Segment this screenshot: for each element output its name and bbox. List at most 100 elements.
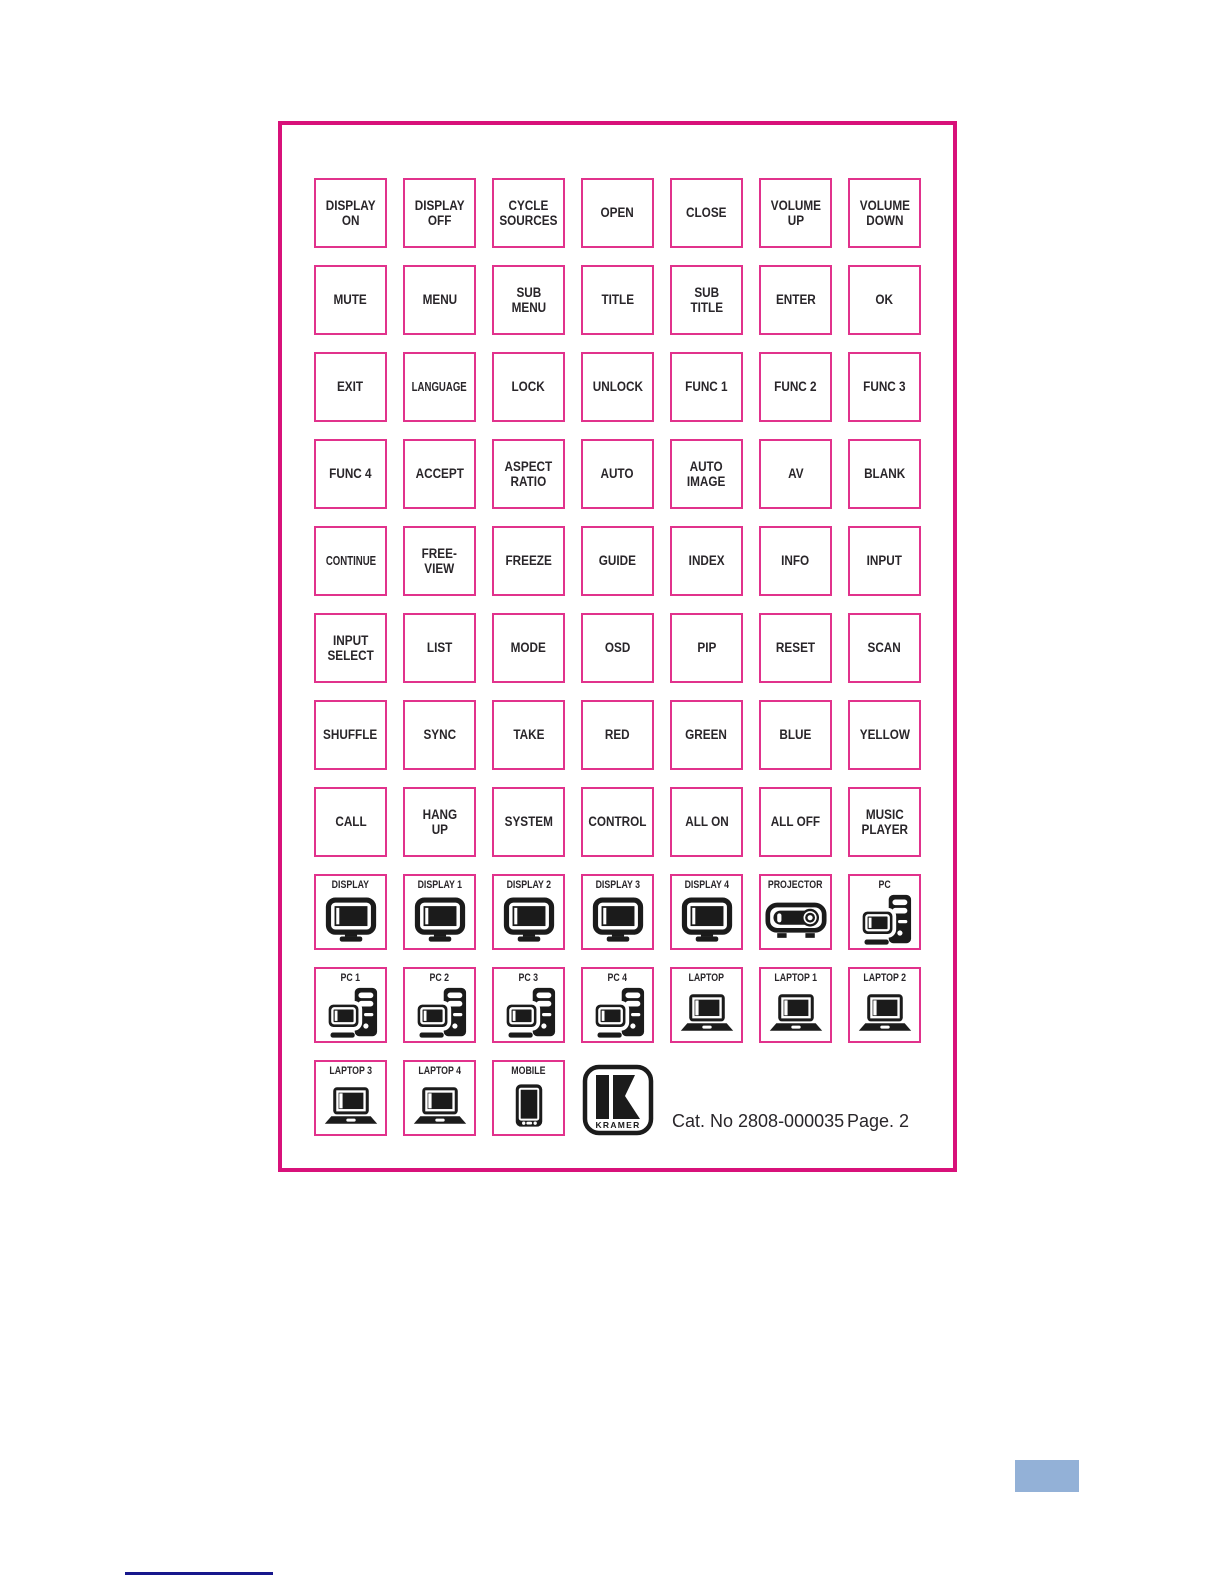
key-label: INPUT bbox=[866, 553, 903, 569]
key-scan: SCAN bbox=[848, 613, 921, 683]
key-sub-menu: SUB MENU bbox=[492, 265, 565, 335]
key-shuffle: SHUFFLE bbox=[314, 700, 387, 770]
keypad-grid: DISPLAY ON DISPLAY OFF CYCLE SOURCES OPEN CL… bbox=[282, 178, 953, 1136]
key-display-2: DISPLAY 2 bbox=[492, 874, 565, 950]
key-blank: BLANK bbox=[848, 439, 921, 509]
key-label: DISPLAY bbox=[331, 879, 370, 891]
key-control: CONTROL bbox=[581, 787, 654, 857]
laptop-icon bbox=[316, 1077, 385, 1134]
key-label: LAPTOP 1 bbox=[774, 972, 817, 984]
key-label: PC bbox=[878, 879, 891, 891]
key-title: TITLE bbox=[581, 265, 654, 335]
key-blue: BLUE bbox=[759, 700, 832, 770]
pc-icon bbox=[494, 984, 563, 1041]
key-continue: CONTINUE bbox=[314, 526, 387, 596]
key-label: PC 4 bbox=[607, 972, 628, 984]
key-label: MOBILE bbox=[511, 1065, 546, 1077]
key-label: DISPLAY 4 bbox=[684, 879, 729, 891]
catalog-number: Cat. No 2808-000035 bbox=[672, 1111, 845, 1131]
key-lock: LOCK bbox=[492, 352, 565, 422]
key-label: CYCLE SOURCES bbox=[499, 197, 558, 228]
key-call: CALL bbox=[314, 787, 387, 857]
key-label: MUTE bbox=[333, 292, 368, 308]
key-label: CLOSE bbox=[686, 205, 727, 221]
key-laptop-1: LAPTOP 1 bbox=[759, 967, 832, 1043]
key-label: FUNC 4 bbox=[329, 466, 372, 482]
key-red: RED bbox=[581, 700, 654, 770]
key-laptop-4: LAPTOP 4 bbox=[403, 1060, 476, 1136]
key-label: VOLUME DOWN bbox=[859, 197, 910, 228]
key-label: MODE bbox=[510, 640, 547, 656]
key-take: TAKE bbox=[492, 700, 565, 770]
key-pc-3: PC 3 bbox=[492, 967, 565, 1043]
key-label: ALL OFF bbox=[770, 814, 821, 830]
display-icon bbox=[494, 891, 563, 948]
key-language: LANGUAGE bbox=[403, 352, 476, 422]
key-aspect-ratio: ASPECT RATIO bbox=[492, 439, 565, 509]
key-label: LANGUAGE bbox=[411, 378, 468, 394]
key-list: LIST bbox=[403, 613, 476, 683]
key-label: LAPTOP bbox=[688, 972, 725, 984]
key-label: TITLE bbox=[601, 292, 634, 308]
key-label: DISPLAY OFF bbox=[414, 197, 465, 228]
key-label: PC 2 bbox=[429, 972, 450, 984]
pc-icon bbox=[850, 891, 919, 948]
key-label: SCAN bbox=[867, 640, 902, 656]
key-label: PIP bbox=[697, 640, 716, 656]
key-label: FREE- VIEW bbox=[421, 545, 458, 576]
footer-rule-line bbox=[125, 1572, 273, 1575]
key-mode: MODE bbox=[492, 613, 565, 683]
key-open: OPEN bbox=[581, 178, 654, 248]
key-input-select: INPUT SELECT bbox=[314, 613, 387, 683]
key-pc-1: PC 1 bbox=[314, 967, 387, 1043]
key-label: UNLOCK bbox=[592, 379, 643, 395]
key-cycle-sources: CYCLE SOURCES bbox=[492, 178, 565, 248]
key-label: SYSTEM bbox=[504, 814, 553, 830]
key-input: INPUT bbox=[848, 526, 921, 596]
key-label: DISPLAY 1 bbox=[417, 879, 462, 891]
pc-icon bbox=[583, 984, 652, 1041]
key-label: GREEN bbox=[685, 727, 728, 743]
key-label: LAPTOP 4 bbox=[418, 1065, 461, 1077]
projector-icon bbox=[761, 891, 830, 948]
key-unlock: UNLOCK bbox=[581, 352, 654, 422]
key-display-1: DISPLAY 1 bbox=[403, 874, 476, 950]
key-label: FREEZE bbox=[505, 553, 552, 569]
key-label: CONTROL bbox=[588, 814, 647, 830]
key-label: BLUE bbox=[779, 727, 812, 743]
key-menu: MENU bbox=[403, 265, 476, 335]
display-icon bbox=[672, 891, 741, 948]
key-ok: OK bbox=[848, 265, 921, 335]
key-label: AV bbox=[787, 466, 804, 482]
key-sync: SYNC bbox=[403, 700, 476, 770]
key-label: ALL ON bbox=[684, 814, 729, 830]
key-func-4: FUNC 4 bbox=[314, 439, 387, 509]
key-label: LAPTOP 2 bbox=[863, 972, 906, 984]
key-label: MENU bbox=[422, 292, 457, 308]
key-accept: ACCEPT bbox=[403, 439, 476, 509]
key-label: BLANK bbox=[863, 466, 906, 482]
key-free-view: FREE- VIEW bbox=[403, 526, 476, 596]
key-label: SUB TITLE bbox=[690, 284, 723, 315]
key-label: AUTO bbox=[600, 466, 635, 482]
key-label: PC 3 bbox=[518, 972, 539, 984]
key-display: DISPLAY bbox=[314, 874, 387, 950]
key-label: ENTER bbox=[775, 292, 816, 308]
key-label: CALL bbox=[334, 814, 367, 830]
key-exit: EXIT bbox=[314, 352, 387, 422]
key-label: RESET bbox=[775, 640, 816, 656]
key-index: INDEX bbox=[670, 526, 743, 596]
key-music-player: MUSIC PLAYER bbox=[848, 787, 921, 857]
key-display-off: DISPLAY OFF bbox=[403, 178, 476, 248]
kramer-logo: KRAMER bbox=[581, 1060, 654, 1136]
key-mute: MUTE bbox=[314, 265, 387, 335]
key-label: LOCK bbox=[511, 379, 546, 395]
key-close: CLOSE bbox=[670, 178, 743, 248]
laptop-icon bbox=[761, 984, 830, 1041]
key-all-on: ALL ON bbox=[670, 787, 743, 857]
key-volume-up: VOLUME UP bbox=[759, 178, 832, 248]
key-label: GUIDE bbox=[598, 553, 637, 569]
key-av: AV bbox=[759, 439, 832, 509]
key-label: ACCEPT bbox=[415, 466, 464, 482]
key-auto: AUTO bbox=[581, 439, 654, 509]
